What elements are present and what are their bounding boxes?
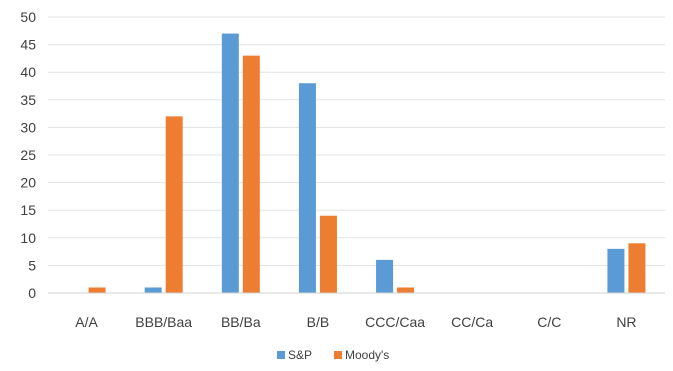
bar-sp-ccc-caa <box>376 259 394 293</box>
y-tick-label: 0 <box>28 285 36 301</box>
bars <box>88 33 646 294</box>
y-tick-label: 50 <box>20 9 36 25</box>
bar-moodys-a-a <box>88 287 106 293</box>
legend-label-moodys: Moody's <box>345 348 389 362</box>
x-category-label: CC/Ca <box>451 314 493 330</box>
legend-label-sp: S&P <box>288 348 312 362</box>
x-category-label: A/A <box>75 314 98 330</box>
bar-moodys-bbb-baa <box>165 116 183 293</box>
y-tick-label: 40 <box>20 64 36 80</box>
y-tick-label: 45 <box>20 37 36 53</box>
x-category-label: CCC/Caa <box>365 314 425 330</box>
bar-sp-b-b <box>298 83 316 294</box>
legend-swatch-sp <box>277 351 285 359</box>
bar-sp-bb-ba <box>221 33 239 294</box>
y-tick-label: 5 <box>28 257 36 273</box>
y-tick-label: 25 <box>20 147 36 163</box>
legend: S&P Moody's <box>277 348 389 362</box>
y-tick-label: 35 <box>20 92 36 108</box>
x-category-label: B/B <box>307 314 330 330</box>
x-axis-labels: A/A BBB/Baa BB/Ba B/B CCC/Caa CC/Ca C/C NR <box>75 314 636 330</box>
x-category-label: C/C <box>537 314 561 330</box>
bar-moodys-bb-ba <box>242 55 260 293</box>
bar-moodys-b-b <box>319 215 337 293</box>
bar-moodys-ccc-caa <box>397 287 415 293</box>
bar-moodys-nr <box>628 243 646 293</box>
y-tick-label: 15 <box>20 202 36 218</box>
x-category-label: BBB/Baa <box>135 314 192 330</box>
y-axis-ticks: 0 5 10 15 20 25 30 35 40 45 50 <box>20 9 36 301</box>
y-tick-label: 30 <box>20 119 36 135</box>
bar-sp-nr <box>607 248 625 293</box>
gridlines <box>48 16 665 266</box>
legend-swatch-moodys <box>334 351 342 359</box>
y-tick-label: 20 <box>20 175 36 191</box>
x-category-label: NR <box>616 314 636 330</box>
bar-sp-bbb-baa <box>144 287 162 293</box>
y-tick-label: 10 <box>20 230 36 246</box>
x-category-label: BB/Ba <box>221 314 261 330</box>
